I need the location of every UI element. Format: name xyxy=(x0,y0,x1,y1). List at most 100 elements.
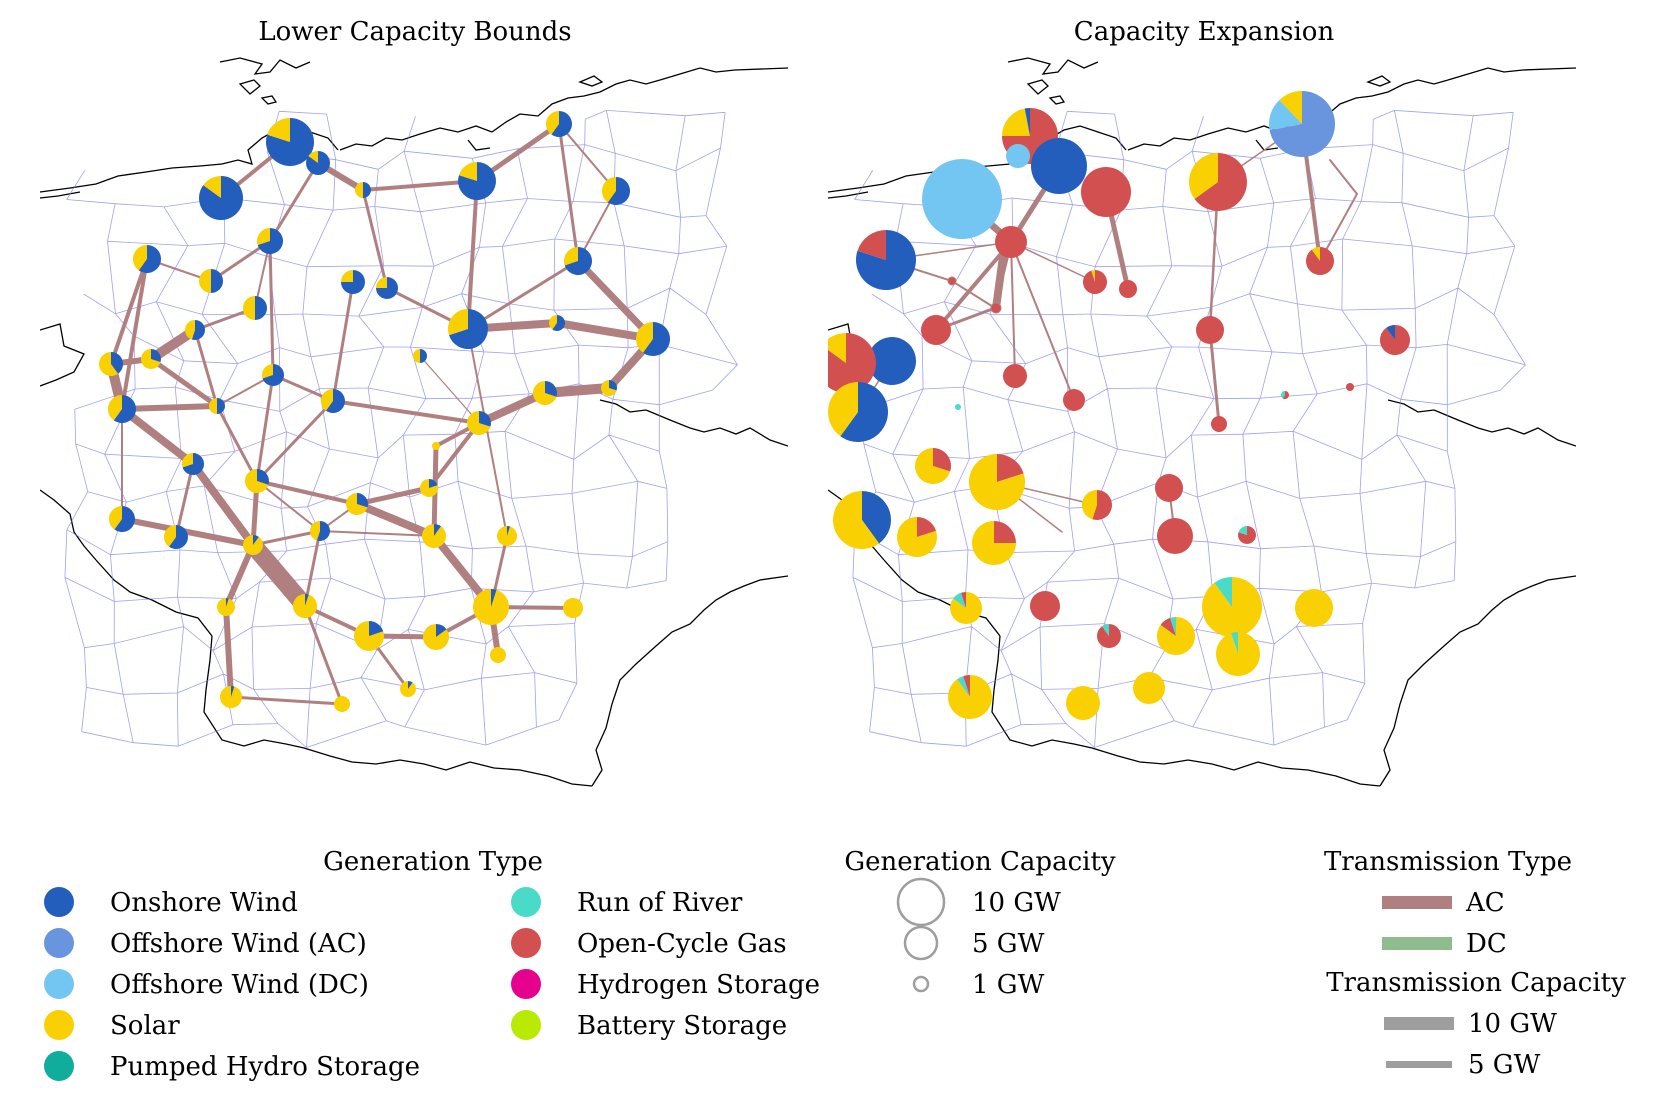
bus-pie-left-B-slice-onshore_wind xyxy=(198,176,243,220)
ac-line-X-b xyxy=(331,399,481,425)
bus-pie-left-L xyxy=(376,277,398,299)
bus-pie-left-q-slice-solar xyxy=(292,594,317,618)
bus-pie-left-L-slice-solar xyxy=(376,277,387,288)
capacity-circle-5gw xyxy=(903,925,939,961)
bus-pie-left-j xyxy=(310,521,331,541)
bus-pie-left-b xyxy=(466,411,491,435)
bus-pie-right-N-slice-ocgt xyxy=(1379,325,1410,355)
ac-line-F-M xyxy=(557,122,580,263)
ac-line-I-T xyxy=(109,257,149,366)
ac-line-m-q xyxy=(244,536,314,615)
bus-dot xyxy=(947,276,957,286)
ac-line-d-i xyxy=(174,462,195,539)
legend-transmission-type: Transmission Type AC DC xyxy=(1324,847,1572,959)
bus-pie-left-E-slice-solar xyxy=(458,162,477,181)
bus-pie-right-G-slice-ocgt xyxy=(857,230,886,260)
bus-pie-right-G-slice-onshore_wind xyxy=(856,230,917,290)
bus-pie-right-E-slice-ocgt xyxy=(1194,153,1247,212)
ac-line-e-j xyxy=(256,480,321,532)
bus-pie-right-k-slice-run_of_river xyxy=(1214,577,1232,607)
bus-pie-left-p-slice-solar xyxy=(217,598,236,616)
bus-pie-left-a-slice-solar xyxy=(601,380,617,396)
ac-line-p-v xyxy=(223,604,234,700)
ac-line-M-T xyxy=(1208,328,1221,426)
bus-pie-right-c-slice-ocgt xyxy=(917,517,937,537)
ac-line-g-k xyxy=(353,500,438,540)
bus-pie-right-Z-slice-solar xyxy=(1081,489,1097,520)
bus-pie-right-A-slice-solar xyxy=(1002,108,1030,136)
legend-swatch-offshore-wind-dc xyxy=(44,969,74,999)
legend-generation-type: Generation Type Onshore Wind Offshore Win… xyxy=(44,847,820,1082)
legend-label-offshore-wind-dc: Offshore Wind (DC) xyxy=(110,970,369,1000)
capacity-label-1gw: 1 GW xyxy=(972,970,1045,1000)
bus-pie-left-v-slice-solar xyxy=(219,686,242,709)
ac-line-S-b xyxy=(419,355,480,424)
bus-pie-right-W xyxy=(955,404,961,410)
bus-pie-right-Q-slice xyxy=(1003,364,1027,388)
bus-pie-left-c-slice xyxy=(432,442,440,450)
coastline-and-borders xyxy=(828,57,1576,787)
bus-pie-left-p xyxy=(217,598,236,616)
ac-line-O-W xyxy=(193,328,219,408)
ac-line-q-w xyxy=(303,604,344,706)
bus-pie-left-q xyxy=(292,594,317,618)
bus-pie-right-N-slice-onshore_wind xyxy=(1386,325,1395,340)
legend-heading-transmission-capacity: Transmission Capacity xyxy=(1326,968,1626,998)
bus-pie-left-k-slice-onshore_wind xyxy=(434,524,442,536)
bus-pie-right-g-slice-run_of_river xyxy=(953,592,966,608)
bus-pie-right-d xyxy=(972,521,1016,565)
bus-pie-right-k xyxy=(1202,577,1263,637)
bus-pie-right-X-slice-solar xyxy=(915,448,951,485)
ac-line-E-P xyxy=(466,179,479,331)
bus-pie-left-Z-slice-solar xyxy=(532,381,557,405)
bus-pie-left-f-slice-solar xyxy=(420,479,439,497)
bus-pie-left-K xyxy=(341,270,365,294)
bus-pie-left-J-slice-solar xyxy=(199,269,211,293)
bus-pie-left-m-slice-onshore_wind xyxy=(253,535,259,545)
bus-pie-left-o xyxy=(563,598,583,618)
bus-pie-left-U xyxy=(140,349,161,369)
bus-pie-left-D xyxy=(355,182,371,198)
bus-pie-left-I xyxy=(132,245,161,273)
bus-pie-right-a-slice xyxy=(1155,474,1183,502)
bus-pie-right-Y-slice-ocgt xyxy=(997,454,1024,482)
bus-pie-left-q-slice-onshore_wind xyxy=(305,594,309,606)
bus-pie-right-l-slice xyxy=(1295,589,1333,627)
bus-pie-left-n xyxy=(473,589,510,626)
bus-pie-right-S xyxy=(828,382,889,442)
bus-pie-left-J xyxy=(199,269,223,293)
bus-pie-left-r-slice-solar xyxy=(354,621,385,652)
capacity-expansion-map xyxy=(828,57,1576,787)
bus-pie-right-k2-slice-run_of_river xyxy=(1231,632,1238,654)
legend-label-open-cycle-gas: Open-Cycle Gas xyxy=(577,929,787,959)
bus-pie-left-w-slice xyxy=(334,696,350,712)
bus-pie-right-I-slice-solar xyxy=(1091,270,1095,282)
bus-pie-left-D-slice-solar xyxy=(355,182,363,198)
legend-label-solar: Solar xyxy=(110,1011,180,1041)
ac-line-W-e xyxy=(215,404,259,483)
bus-pie-left-u-slice-solar xyxy=(399,681,416,697)
bus-pie-left-O-slice-onshore_wind xyxy=(191,320,206,340)
bus-pie-right-K-slice-ocgt xyxy=(1305,247,1334,275)
bus-pie-right-R xyxy=(1063,389,1085,411)
bus-pie-left-U-slice-solar xyxy=(140,349,161,369)
bus-pie-right-e xyxy=(1157,518,1193,554)
bus-pie-left-E xyxy=(458,162,497,200)
capacity-line-10gw xyxy=(1384,1017,1454,1030)
bus-pie-left-s xyxy=(423,624,450,651)
bus-pie-right-C-slice xyxy=(922,159,1002,239)
legend-transmission-capacity: Transmission Capacity 10 GW 5 GW xyxy=(1326,968,1626,1080)
bus-pie-left-u xyxy=(399,681,416,697)
bus-pie-left-j-slice-onshore_wind xyxy=(316,521,331,541)
legend-swatch-onshore-wind xyxy=(44,887,74,917)
capacity-label-10gw: 10 GW xyxy=(972,888,1061,918)
bus-pie-left-h-slice-solar xyxy=(108,506,122,530)
bus-pie-left-O xyxy=(185,320,206,340)
bus-pie-left-v xyxy=(219,686,242,709)
bus-pie-left-e-slice-solar xyxy=(244,469,269,494)
bus-pie-left-B xyxy=(198,176,243,220)
bus-pie-right-b-slice-solar xyxy=(833,491,880,550)
bus-pie-left-X-slice-solar xyxy=(321,389,333,411)
legend-heading-generation-type: Generation Type xyxy=(323,847,543,877)
